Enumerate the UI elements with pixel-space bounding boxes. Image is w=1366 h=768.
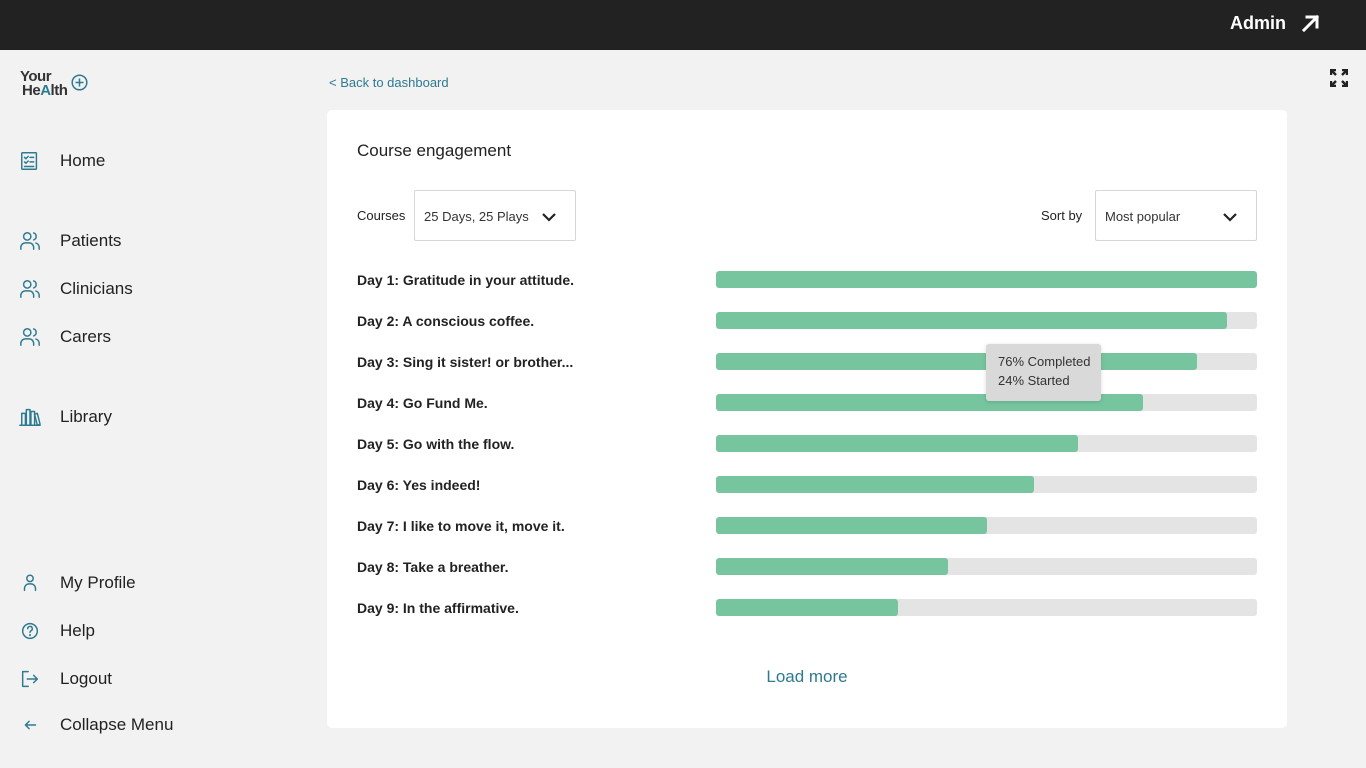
- users-icon: [18, 325, 42, 349]
- course-day-label: Day 2: A conscious coffee.: [357, 313, 535, 329]
- engagement-bar-fill: [716, 517, 987, 534]
- sidebar-item-logout[interactable]: Logout: [18, 665, 112, 693]
- load-more-button[interactable]: Load more: [766, 667, 848, 686]
- sidebar-item-label: Patients: [60, 231, 122, 250]
- arrow-left-icon: [18, 713, 42, 737]
- engagement-bar[interactable]: [716, 599, 1257, 616]
- users-icon: [18, 229, 42, 253]
- sidebar-item-label: Clinicians: [60, 279, 133, 298]
- course-day-label: Day 7: I like to move it, move it.: [357, 518, 565, 534]
- course-day-label: Day 4: Go Fund Me.: [357, 395, 488, 411]
- sidebar-item-label: Help: [60, 621, 95, 640]
- sidebar-item-label: Collapse Menu: [60, 715, 174, 734]
- course-day-label: Day 6: Yes indeed!: [357, 477, 481, 493]
- help-icon: [18, 619, 42, 643]
- engagement-bar[interactable]: [716, 517, 1257, 534]
- sort-by-label: Sort by: [1041, 208, 1083, 223]
- chevron-down-icon: [541, 210, 557, 224]
- tooltip-completed: 76% Completed: [998, 354, 1091, 369]
- sidebar-item-carers[interactable]: Carers: [18, 323, 111, 351]
- plus-circle-icon: [71, 74, 88, 91]
- checklist-icon: [18, 149, 42, 173]
- your-health-logo[interactable]: Your HeAlth: [20, 68, 100, 100]
- engagement-bar-fill: [716, 558, 948, 575]
- sidebar: Your HeAlth Home Patients Clinicians Car…: [0, 50, 300, 768]
- engagement-bar[interactable]: [716, 476, 1257, 493]
- engagement-bar[interactable]: [716, 558, 1257, 575]
- engagement-bar-fill: [716, 353, 1197, 370]
- courses-select[interactable]: 25 Days, 25 Plays: [414, 190, 576, 241]
- sidebar-item-home[interactable]: Home: [18, 147, 105, 175]
- bar-tooltip: 76% Completed 24% Started: [986, 344, 1101, 401]
- sidebar-item-clinicians[interactable]: Clinicians: [18, 275, 133, 303]
- course-day-label: Day 1: Gratitude in your attitude.: [357, 272, 575, 288]
- course-day-label: Day 8: Take a breather.: [357, 559, 509, 575]
- course-day-label: Day 3: Sing it sister! or brother...: [357, 354, 574, 370]
- sidebar-item-label: My Profile: [60, 573, 136, 592]
- sort-by-select[interactable]: Most popular: [1095, 190, 1257, 241]
- sidebar-item-label: Logout: [60, 669, 112, 688]
- engagement-bar[interactable]: [716, 271, 1257, 288]
- engagement-bar-fill: [716, 599, 898, 616]
- sidebar-item-collapse-menu[interactable]: Collapse Menu: [18, 711, 173, 739]
- card-title: Course engagement: [357, 141, 512, 160]
- sidebar-item-label: Home: [60, 151, 106, 170]
- sort-select-value: Most popular: [1105, 209, 1181, 224]
- admin-label: Admin: [1230, 12, 1286, 33]
- back-to-dashboard-link[interactable]: < Back to dashboard: [329, 75, 449, 90]
- engagement-bar[interactable]: [716, 435, 1257, 452]
- fullscreen-toggle[interactable]: [1329, 68, 1349, 88]
- engagement-bar[interactable]: [716, 312, 1257, 329]
- sidebar-item-patients[interactable]: Patients: [18, 227, 121, 255]
- books-icon: [18, 405, 42, 429]
- tooltip-started: 24% Started: [998, 373, 1070, 388]
- sidebar-item-library[interactable]: Library: [18, 403, 112, 431]
- chevron-down-icon: [1222, 210, 1238, 224]
- course-day-label: Day 5: Go with the flow.: [357, 436, 515, 452]
- logout-icon: [18, 667, 42, 691]
- top-bar: Admin: [0, 0, 1366, 50]
- sidebar-item-label: Library: [60, 407, 112, 426]
- sidebar-item-my-profile[interactable]: My Profile: [18, 569, 136, 597]
- course-day-label: Day 9: In the affirmative.: [357, 600, 519, 616]
- engagement-bar-fill: [716, 476, 1034, 493]
- users-icon: [18, 277, 42, 301]
- course-engagement-card: Course engagement Courses 25 Days, 25 Pl…: [327, 110, 1287, 728]
- sidebar-item-help[interactable]: Help: [18, 617, 95, 645]
- courses-label: Courses: [357, 208, 406, 223]
- arrow-up-right-icon: [1301, 14, 1320, 33]
- logo-line1: Your: [20, 68, 52, 85]
- expand-icon: [1329, 68, 1349, 88]
- logo-line2: HeAlth: [22, 82, 68, 99]
- person-icon: [18, 571, 42, 595]
- sidebar-item-label: Carers: [60, 327, 112, 346]
- courses-select-value: 25 Days, 25 Plays: [424, 209, 529, 224]
- engagement-bar-fill: [716, 435, 1078, 452]
- engagement-bar-fill: [716, 271, 1257, 288]
- engagement-bar-fill: [716, 312, 1227, 329]
- admin-link[interactable]: Admin: [1230, 12, 1322, 34]
